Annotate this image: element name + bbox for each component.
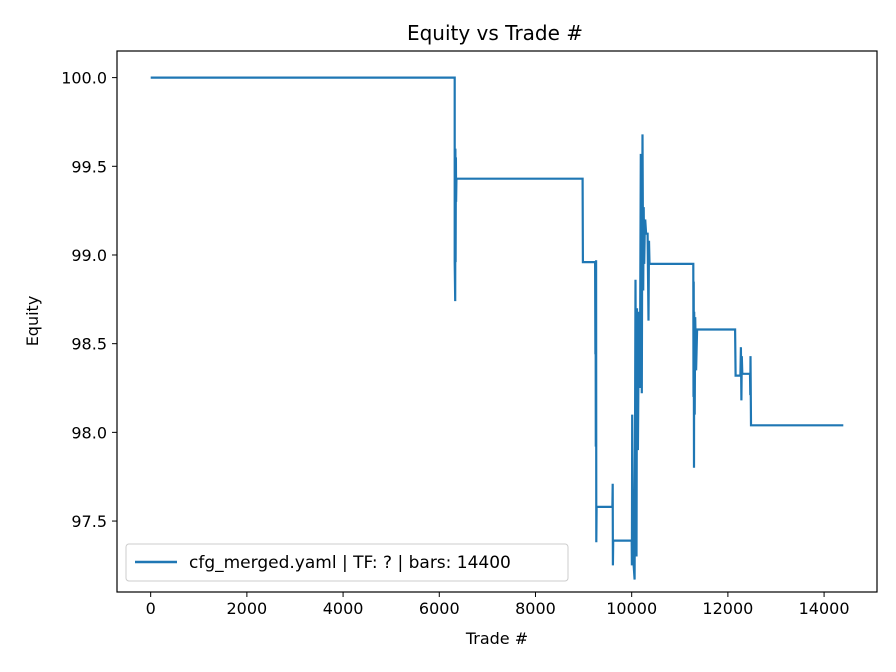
y-tick-label: 100.0	[61, 69, 107, 88]
legend-label: cfg_merged.yaml | TF: ? | bars: 14400	[189, 553, 511, 573]
y-tick-label: 99.5	[71, 157, 107, 176]
series-line	[150, 76, 844, 580]
x-tick-label: 14000	[799, 599, 850, 618]
x-tick-label: 2000	[227, 599, 268, 618]
x-axis-title: Trade #	[465, 629, 528, 648]
y-tick-label: 97.5	[71, 512, 107, 531]
plot-frame	[116, 50, 878, 593]
y-tick-label: 98.5	[71, 335, 107, 354]
x-tick-label: 8000	[515, 599, 556, 618]
x-tick-label: 0	[146, 599, 156, 618]
y-tick-label: 98.0	[71, 423, 107, 442]
x-tick-label: 6000	[419, 599, 460, 618]
y-axis-title: Equity	[23, 296, 42, 347]
axis-ticks: 0 2000 4000 6000 8000 10000 12000 14000 97.5 98.0…	[61, 69, 849, 618]
legend-box	[125, 543, 569, 582]
x-tick-label: 12000	[702, 599, 753, 618]
legend: cfg_merged.yaml | TF: ? | bars: 14400	[125, 543, 569, 582]
series-lines	[150, 76, 844, 580]
chart-title: Equity vs Trade #	[407, 21, 583, 45]
x-tick-label: 4000	[323, 599, 364, 618]
x-tick-label: 10000	[606, 599, 657, 618]
y-tick-label: 99.0	[71, 246, 107, 265]
